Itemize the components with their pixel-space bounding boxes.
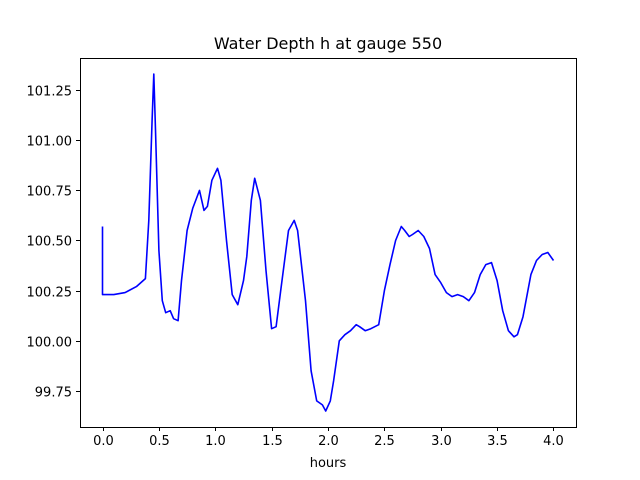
y-axis-ticks: 99.75 100.00 100.25 100.50 100.75 101.00 101.2… xyxy=(27,85,80,401)
y-tick-label: 100.00 xyxy=(27,336,73,351)
axes-frame xyxy=(80,58,577,428)
y-tick-label: 100.50 xyxy=(27,235,73,250)
x-axis-label: hours xyxy=(310,456,347,471)
y-tick-label: 101.00 xyxy=(27,135,73,150)
y-tick-label: 100.25 xyxy=(27,286,73,301)
x-tick-label: 2.5 xyxy=(374,434,395,449)
x-tick-label: 1.5 xyxy=(262,434,283,449)
x-axis-ticks: 0.0 0.5 1.0 1.5 2.0 2.5 3.0 3.5 4.0 xyxy=(93,427,564,449)
plot-area: 0.0 0.5 1.0 1.5 2.0 2.5 3.0 3.5 4.0 99.75 100.00 1… xyxy=(27,58,577,449)
chart-title: Water Depth h at gauge 550 xyxy=(214,34,442,53)
y-tick-label: 100.75 xyxy=(27,185,73,200)
x-tick-label: 4.0 xyxy=(543,434,564,449)
x-tick-label: 0.0 xyxy=(93,434,114,449)
water-depth-line xyxy=(101,73,555,412)
x-tick-label: 0.5 xyxy=(149,434,170,449)
series-layer xyxy=(101,73,555,412)
x-tick-label: 1.0 xyxy=(205,434,226,449)
x-tick-label: 3.5 xyxy=(487,434,508,449)
y-tick-label: 99.75 xyxy=(35,386,72,401)
x-tick-label: 3.0 xyxy=(431,434,452,449)
y-tick-label: 101.25 xyxy=(27,85,73,100)
x-tick-label: 2.0 xyxy=(318,434,339,449)
